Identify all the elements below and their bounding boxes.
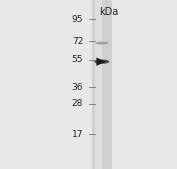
Polygon shape <box>96 57 106 66</box>
Text: 36: 36 <box>72 82 83 92</box>
Text: 95: 95 <box>72 15 83 24</box>
Ellipse shape <box>95 42 108 44</box>
Text: 28: 28 <box>72 99 83 108</box>
Bar <box>92 0 112 169</box>
Bar <box>95 0 102 169</box>
Text: 17: 17 <box>72 130 83 139</box>
Text: 72: 72 <box>72 37 83 46</box>
Ellipse shape <box>94 60 109 64</box>
Text: kDa: kDa <box>99 7 118 17</box>
Text: 55: 55 <box>72 55 83 65</box>
